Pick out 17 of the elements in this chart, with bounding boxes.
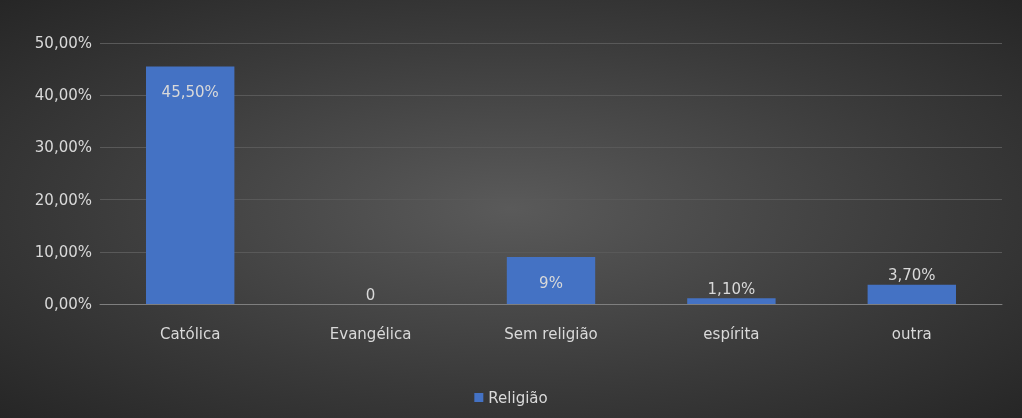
y-tick-label: 10,00%	[34, 242, 92, 261]
x-tick-label: Sem religião	[504, 324, 598, 343]
y-tick-label: 50,00%	[34, 34, 92, 52]
y-tick-label: 40,00%	[34, 86, 92, 105]
data-label: 45,50%	[161, 82, 219, 101]
y-tick-label: 0,00%	[44, 295, 92, 313]
x-tick-label: outra	[891, 324, 932, 343]
data-label: 1,10%	[707, 279, 756, 298]
x-tick-label: Evangélica	[329, 324, 412, 343]
x-tick-label: espírita	[703, 324, 760, 343]
x-tick-label: Católica	[159, 324, 221, 343]
y-tick-label: 20,00%	[34, 190, 92, 209]
y-tick-label: 30,00%	[34, 138, 92, 157]
data-label: 0	[365, 285, 376, 304]
legend-label: Religião	[488, 388, 548, 407]
data-label: 3,70%	[887, 266, 936, 285]
data-label: 9%	[539, 273, 563, 292]
